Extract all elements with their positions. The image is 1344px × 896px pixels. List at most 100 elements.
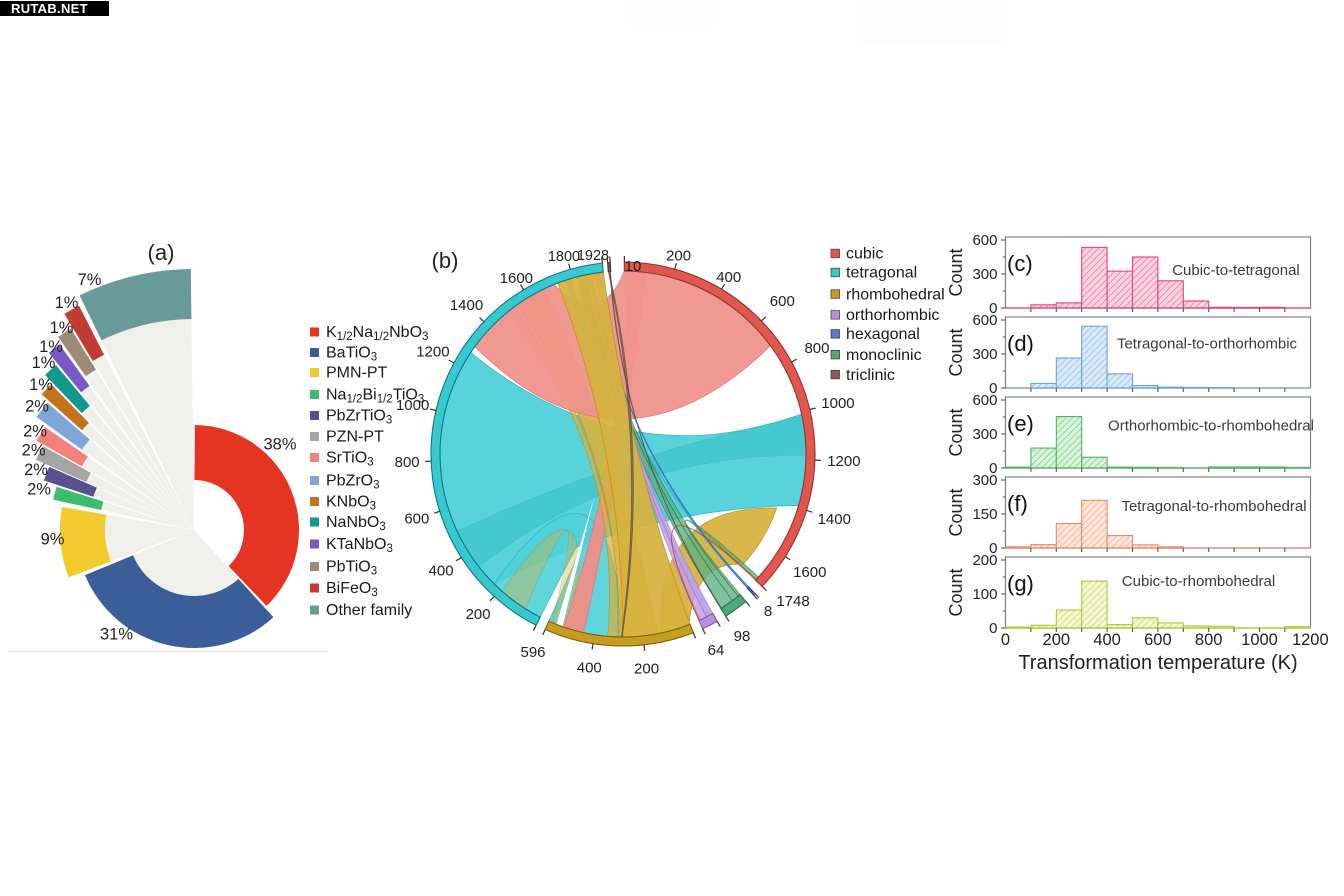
- svg-text:1748: 1748: [776, 593, 809, 610]
- svg-text:1%: 1%: [50, 319, 74, 337]
- svg-text:(e): (e): [1007, 411, 1034, 436]
- svg-text:600: 600: [972, 392, 997, 409]
- svg-text:Na1/2Bi1/2TiO3: Na1/2Bi1/2TiO3: [326, 387, 424, 406]
- svg-text:300: 300: [972, 426, 997, 443]
- svg-text:K1/2Na1/2NbO3: K1/2Na1/2NbO3: [326, 324, 428, 343]
- svg-text:PbZrTiO3: PbZrTiO3: [326, 408, 392, 427]
- svg-text:0: 0: [989, 380, 997, 397]
- svg-text:150: 150: [972, 506, 997, 523]
- svg-text:98: 98: [734, 628, 751, 645]
- svg-text:38%: 38%: [263, 436, 296, 454]
- svg-text:1400: 1400: [818, 511, 851, 528]
- svg-text:300: 300: [972, 346, 997, 363]
- svg-text:200: 200: [1043, 631, 1071, 649]
- svg-text:1400: 1400: [450, 297, 483, 314]
- svg-text:PbZrO3: PbZrO3: [326, 473, 380, 492]
- svg-text:7%: 7%: [78, 271, 102, 289]
- svg-text:600: 600: [1144, 631, 1172, 649]
- svg-text:800: 800: [804, 340, 829, 357]
- svg-text:SrTiO3: SrTiO3: [326, 450, 374, 469]
- svg-text:0: 0: [989, 620, 997, 637]
- svg-text:Count: Count: [946, 328, 966, 376]
- svg-text:(a): (a): [148, 240, 175, 265]
- svg-text:1%: 1%: [29, 376, 53, 394]
- svg-text:1928: 1928: [577, 248, 609, 264]
- svg-text:1200: 1200: [416, 343, 449, 360]
- svg-text:400: 400: [429, 562, 454, 579]
- svg-text:(d): (d): [1007, 331, 1034, 356]
- svg-text:0: 0: [989, 540, 997, 557]
- svg-text:1000: 1000: [396, 397, 429, 414]
- svg-text:400: 400: [577, 659, 602, 676]
- svg-text:1600: 1600: [793, 564, 826, 581]
- svg-text:8: 8: [764, 603, 772, 620]
- svg-text:Count: Count: [946, 488, 966, 536]
- svg-text:Orthorhombic-to-rhombohedral: Orthorhombic-to-rhombohedral: [1108, 418, 1314, 435]
- svg-text:2%: 2%: [23, 423, 47, 441]
- svg-text:BaTiO3: BaTiO3: [326, 345, 377, 364]
- svg-text:10: 10: [625, 258, 642, 275]
- svg-text:200: 200: [972, 552, 997, 569]
- svg-text:2%: 2%: [27, 481, 51, 499]
- svg-text:cubic: cubic: [846, 246, 883, 263]
- svg-text:(g): (g): [1007, 571, 1034, 596]
- svg-text:1000: 1000: [821, 395, 854, 412]
- svg-text:1200: 1200: [827, 453, 860, 470]
- svg-text:600: 600: [770, 293, 795, 310]
- svg-text:1%: 1%: [32, 354, 56, 372]
- svg-text:1800: 1800: [548, 249, 580, 265]
- svg-text:200: 200: [634, 661, 659, 678]
- svg-text:hexagonal: hexagonal: [846, 326, 920, 343]
- svg-text:rhombohedral: rhombohedral: [846, 286, 945, 303]
- svg-text:2%: 2%: [22, 442, 46, 460]
- svg-text:1000: 1000: [1241, 631, 1278, 649]
- svg-text:PMN-PT: PMN-PT: [326, 365, 388, 382]
- svg-text:600: 600: [972, 232, 997, 249]
- svg-text:PZN-PT: PZN-PT: [326, 429, 384, 446]
- svg-text:NaNbO3: NaNbO3: [326, 514, 386, 533]
- svg-text:(f): (f): [1007, 491, 1028, 516]
- svg-text:600: 600: [404, 511, 429, 528]
- svg-text:0: 0: [989, 300, 997, 317]
- svg-text:1%: 1%: [39, 338, 63, 356]
- svg-text:Other family: Other family: [326, 602, 412, 619]
- svg-text:Count: Count: [946, 408, 966, 456]
- svg-text:BiFeO3: BiFeO3: [326, 580, 378, 599]
- svg-text:800: 800: [1195, 631, 1223, 649]
- svg-text:600: 600: [972, 312, 997, 329]
- svg-text:(b): (b): [432, 248, 459, 273]
- svg-text:(c): (c): [1007, 251, 1033, 276]
- svg-text:Tetragonal-to-rhombohedral: Tetragonal-to-rhombohedral: [1121, 498, 1306, 515]
- svg-text:400: 400: [716, 269, 741, 286]
- svg-text:tetragonal: tetragonal: [846, 265, 917, 282]
- svg-text:0: 0: [989, 460, 997, 477]
- svg-text:KTaNbO3: KTaNbO3: [326, 536, 393, 555]
- svg-text:64: 64: [708, 642, 725, 659]
- svg-text:300: 300: [972, 472, 997, 489]
- svg-text:1%: 1%: [55, 294, 79, 312]
- svg-text:2%: 2%: [25, 398, 49, 416]
- svg-text:Transformation temperature (K): Transformation temperature (K): [1018, 652, 1297, 674]
- svg-text:31%: 31%: [100, 626, 133, 644]
- svg-text:triclinic: triclinic: [846, 367, 895, 384]
- svg-text:Count: Count: [946, 248, 966, 296]
- svg-text:orthorhombic: orthorhombic: [846, 307, 939, 324]
- svg-text:0: 0: [1001, 631, 1010, 649]
- svg-text:2%: 2%: [24, 461, 48, 479]
- svg-text:300: 300: [972, 266, 997, 283]
- svg-text:200: 200: [666, 248, 691, 265]
- svg-text:Cubic-to-tetragonal: Cubic-to-tetragonal: [1172, 262, 1300, 279]
- svg-text:Cubic-to-rhombohedral: Cubic-to-rhombohedral: [1122, 573, 1275, 590]
- svg-text:800: 800: [395, 454, 420, 471]
- svg-text:100: 100: [972, 586, 997, 603]
- svg-text:1600: 1600: [500, 270, 533, 287]
- svg-text:Tetragonal-to-orthorhombic: Tetragonal-to-orthorhombic: [1117, 336, 1298, 353]
- svg-text:Count: Count: [946, 568, 966, 616]
- svg-text:1200: 1200: [1292, 631, 1329, 649]
- svg-text:596: 596: [520, 644, 545, 661]
- svg-text:PbTiO3: PbTiO3: [326, 559, 377, 578]
- svg-text:400: 400: [1093, 631, 1121, 649]
- svg-text:9%: 9%: [41, 531, 65, 549]
- svg-text:monoclinic: monoclinic: [846, 347, 922, 364]
- svg-text:200: 200: [466, 606, 491, 623]
